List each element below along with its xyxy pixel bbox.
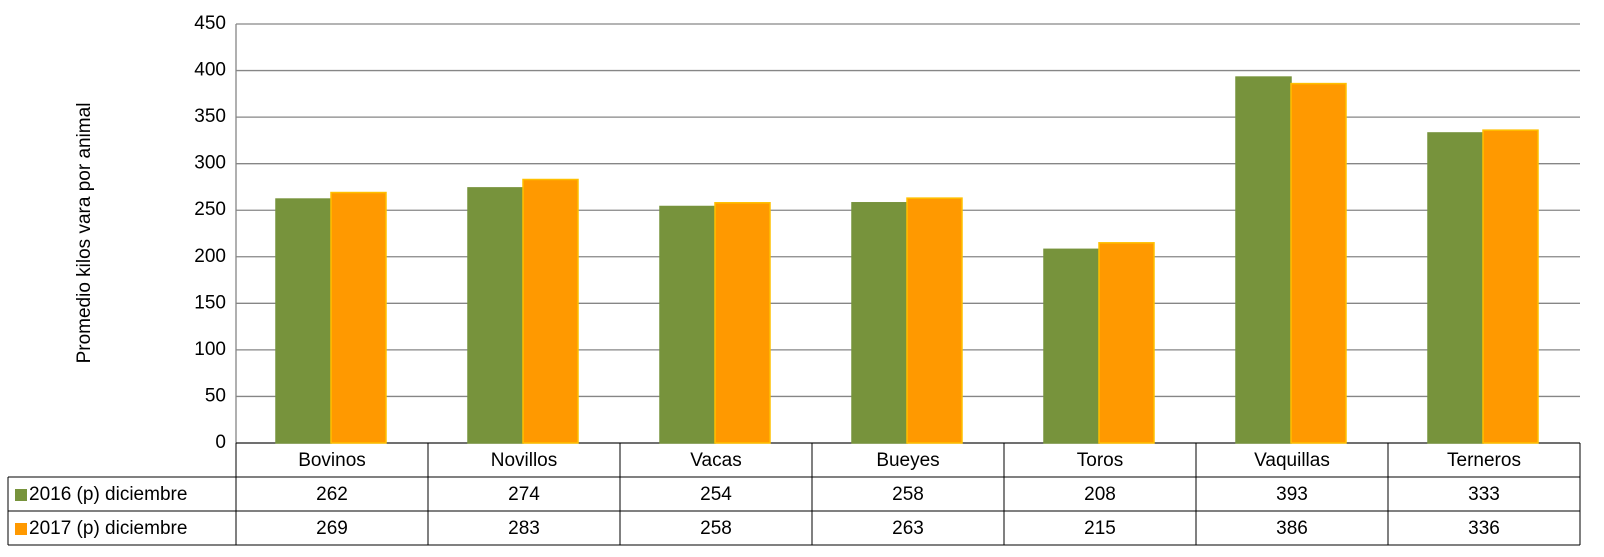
y-tick-label: 200 [194, 246, 226, 267]
table-value: 283 [508, 518, 540, 539]
y-tick-label: 150 [194, 292, 226, 313]
y-axis-label: Promedio kilos vara por animal [74, 103, 95, 364]
y-tick-label: 450 [194, 13, 226, 34]
y-tick-label: 300 [194, 153, 226, 174]
x-tick-label: Terneros [1447, 450, 1521, 471]
x-tick-label: Bueyes [876, 450, 939, 471]
x-tick-label: Vaquillas [1254, 450, 1330, 471]
legend-label: 2017 (p) diciembre [29, 518, 187, 539]
table-value: 215 [1084, 518, 1116, 539]
bar [275, 198, 332, 444]
bar [522, 178, 579, 444]
bar [1043, 248, 1100, 444]
x-tick-label: Toros [1077, 450, 1123, 471]
table-value: 269 [316, 518, 348, 539]
table-value: 262 [316, 484, 348, 505]
legend-key [15, 523, 27, 535]
table-value: 258 [700, 518, 732, 539]
table-value: 208 [1084, 484, 1116, 505]
legend-label: 2016 (p) diciembre [29, 484, 187, 505]
bar [1482, 129, 1539, 444]
table-value: 336 [1468, 518, 1500, 539]
bar [1427, 132, 1484, 444]
bar [851, 202, 908, 444]
table-value: 258 [892, 484, 924, 505]
x-tick-label: Vacas [690, 450, 741, 471]
bar [906, 197, 963, 444]
bar [1290, 82, 1347, 444]
bar [330, 191, 387, 444]
y-tick-label: 0 [215, 432, 226, 453]
table-value: 254 [700, 484, 732, 505]
x-tick-label: Bovinos [298, 450, 366, 471]
bar [659, 205, 716, 444]
table-value: 274 [508, 484, 540, 505]
bar [714, 202, 771, 444]
table-value: 333 [1468, 484, 1500, 505]
bar [1098, 242, 1155, 444]
table-value: 263 [892, 518, 924, 539]
y-tick-label: 350 [194, 106, 226, 127]
bar [1235, 76, 1292, 444]
y-tick-label: 400 [194, 60, 226, 81]
table-value: 393 [1276, 484, 1308, 505]
legend-key [15, 489, 27, 501]
x-tick-label: Novillos [491, 450, 558, 471]
bar [467, 187, 524, 444]
y-tick-label: 50 [205, 385, 226, 406]
table-value: 386 [1276, 518, 1308, 539]
y-tick-label: 250 [194, 199, 226, 220]
y-tick-label: 100 [194, 339, 226, 360]
